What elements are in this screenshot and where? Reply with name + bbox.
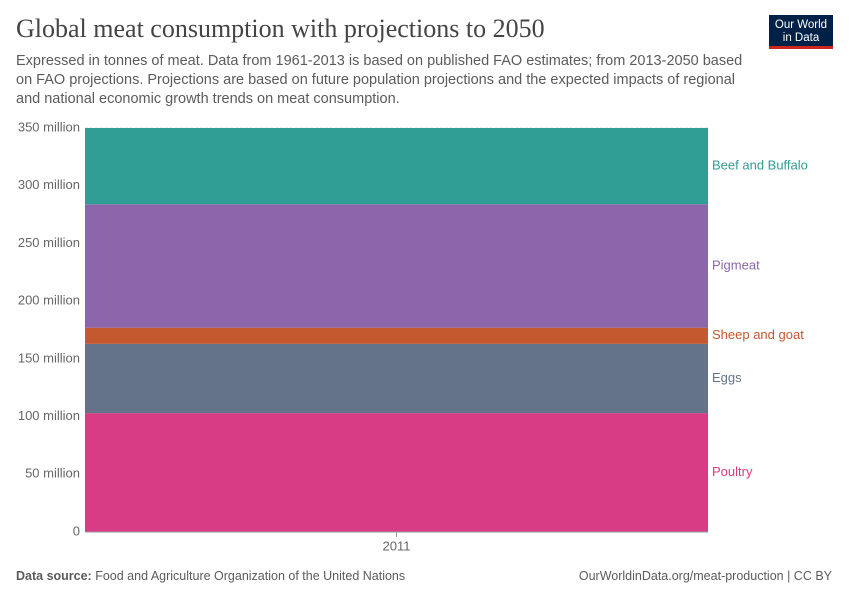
area-segment (85, 128, 708, 205)
series-label: Sheep and goat (712, 327, 804, 342)
chart-subtitle: Expressed in tonnes of meat. Data from 1… (16, 53, 743, 107)
y-tick-label: 250 million (18, 235, 80, 250)
series-label: Beef and Buffalo (712, 158, 808, 173)
area-segment (85, 413, 708, 532)
x-tick-label: 2011 (383, 538, 411, 553)
source-label: Data source: (16, 569, 92, 583)
credit[interactable]: OurWorldinData.org/meat-production | CC … (578, 569, 832, 583)
logo-text: in Data (782, 32, 820, 44)
y-tick-label: 50 million (25, 466, 80, 481)
y-tick-label: 100 million (18, 408, 80, 423)
area-segment (85, 343, 708, 414)
source-text: Food and Agriculture Organization of the… (95, 569, 406, 583)
series-label: Poultry (712, 464, 753, 479)
area-segment (85, 327, 708, 344)
logo-text: Our World (774, 19, 828, 31)
source: Data source: Food and Agriculture Organi… (16, 569, 405, 583)
series-label: Pigmeat (712, 257, 760, 272)
series-label: Eggs (712, 370, 742, 385)
y-tick-label: 350 million (18, 119, 80, 134)
y-tick-label: 200 million (18, 293, 80, 308)
logo[interactable]: Our World in Data (769, 15, 833, 49)
chart: 0 50 million 100 million 150 million 200 mil… (18, 119, 808, 553)
chart-title: Global meat consumption with projections… (16, 14, 545, 43)
area-segment (85, 204, 708, 328)
y-tick-label: 150 million (18, 350, 80, 365)
y-tick-label: 0 (73, 523, 80, 538)
y-tick-label: 300 million (18, 177, 80, 192)
